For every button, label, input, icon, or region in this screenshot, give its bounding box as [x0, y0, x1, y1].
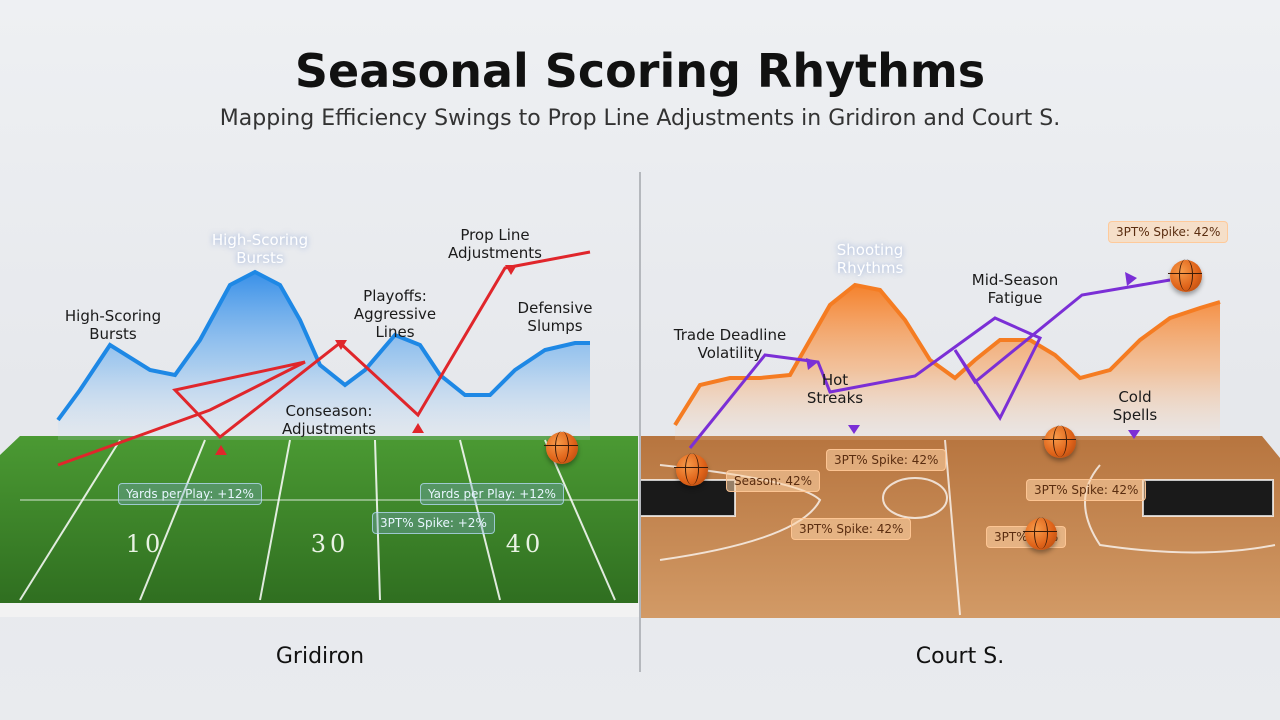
tag-season: Season: 42% — [726, 470, 821, 492]
red-markers — [215, 265, 517, 455]
basketball-icon — [1168, 259, 1202, 292]
tag-3pt-spike-field: 3PT% Spike: +2% — [372, 512, 495, 534]
page-subtitle: Mapping Efficiency Swings to Prop Line A… — [219, 106, 1061, 131]
court-lines — [639, 439, 1276, 616]
field-edge — [0, 603, 640, 617]
yard-number-10: 10 — [125, 530, 165, 558]
annotation-trade-deadline: Trade Deadline Volatility — [673, 326, 787, 362]
blue-wave-line — [56, 269, 590, 422]
tag-yards-per-play-right: Yards per Play: +12% — [420, 483, 564, 505]
tag-3pt-spike-lower: 3PT% Spike: 42% — [791, 518, 912, 540]
panel-label-gridiron: Gridiron — [275, 644, 365, 669]
yard-number-30: 30 — [310, 530, 350, 558]
yard-number-40: 40 — [505, 530, 545, 558]
orange-wave-line — [673, 282, 1221, 427]
basketball-icon — [1023, 517, 1057, 550]
annotation-defensive-slumps: Defensive Slumps — [517, 299, 593, 335]
panel-divider — [639, 172, 641, 672]
red-prop-line — [57, 250, 591, 467]
purple-markers — [806, 272, 1140, 439]
page-title: Seasonal Scoring Rhythms — [294, 44, 986, 98]
annotation-shooting-rhythms: Shooting Rhythms — [836, 241, 904, 277]
annotation-high-scoring-left: High-Scoring Bursts — [64, 307, 162, 343]
football-field — [0, 436, 638, 605]
tag-3pt-spike-top: 3PT% Spike: 42% — [1108, 221, 1229, 243]
annotation-playoffs: Playoffs: Aggressive Lines — [353, 287, 437, 341]
tag-yards-per-play-left: Yards per Play: +12% — [118, 483, 262, 505]
tag-3pt-spike-right: 3PT% Spike: 42% — [1026, 479, 1147, 501]
blue-wave-area — [58, 272, 590, 440]
annotation-cold-spells: Cold Spells — [1112, 388, 1158, 424]
orange-wave-area — [675, 285, 1220, 440]
panel-label-court: Court S. — [915, 644, 1005, 669]
annotation-conseason: Conseason: Adjustments — [282, 402, 376, 438]
annotation-prop-line: Prop Line Adjustments — [448, 226, 542, 262]
tag-3pt-spike-center: 3PT% Spike: 42% — [826, 449, 947, 471]
yard-lines — [19, 439, 638, 601]
annotation-mid-season: Mid-Season Fatigue — [971, 271, 1059, 307]
basketball-icon — [1042, 425, 1076, 458]
annotation-hot-streaks: Hot Streaks — [806, 371, 864, 407]
annotation-high-scoring-top: High-Scoring Bursts — [211, 231, 309, 267]
basketball-icon — [674, 453, 708, 486]
basketball-court — [640, 436, 1280, 618]
basketball-icon — [544, 431, 578, 464]
